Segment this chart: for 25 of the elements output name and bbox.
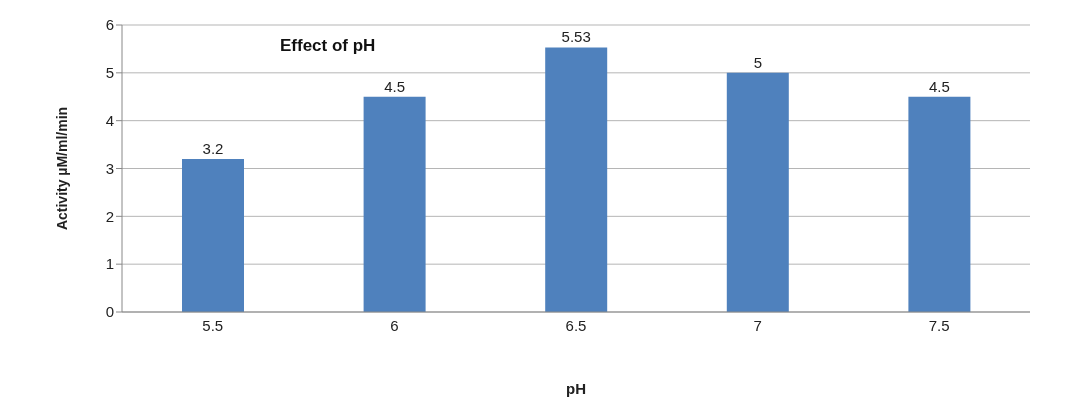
data-label: 4.5 (928, 77, 950, 95)
data-label: 3.2 (202, 139, 224, 157)
bar (908, 96, 971, 312)
data-label: 4.5 (384, 77, 406, 95)
y-tick-label: 4 (105, 111, 114, 129)
y-tick-label: 2 (105, 207, 114, 225)
y-tick-label: 0 (105, 303, 114, 321)
y-tick-label: 1 (105, 255, 114, 273)
x-tick-label: 7 (753, 316, 762, 334)
y-tick-label: 6 (105, 16, 114, 34)
text: Effect of pH (280, 36, 376, 56)
x-tick-label: 5.5 (202, 316, 224, 334)
bar (726, 72, 789, 312)
data-label: 5 (753, 53, 762, 71)
bar (363, 96, 426, 312)
bar (182, 158, 244, 312)
bar (545, 47, 608, 312)
y-tick-label: 5 (105, 64, 114, 82)
x-axis-title: pH (566, 380, 586, 397)
x-tick-label: 7.5 (928, 316, 950, 334)
x-tick-label: 6.5 (565, 316, 587, 334)
data-label: 5.53 (561, 28, 591, 46)
y-axis-title: Activity µM/ml/min (53, 106, 70, 231)
x-tick-label: 6 (390, 316, 399, 334)
y-tick-label: 3 (105, 159, 114, 177)
